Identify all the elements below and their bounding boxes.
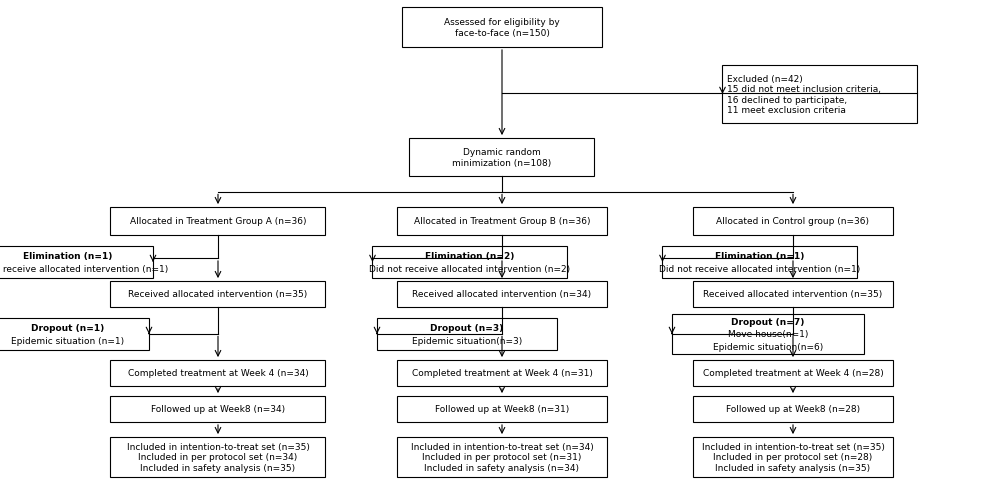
Bar [396, 208, 607, 236]
Text: Followed up at Week8 (n=34): Followed up at Week8 (n=34) [150, 405, 285, 414]
Bar [0, 246, 152, 278]
Text: Move house(n=1): Move house(n=1) [727, 330, 807, 339]
Bar [692, 360, 892, 386]
Text: Received allocated intervention (n=35): Received allocated intervention (n=35) [128, 290, 307, 299]
Text: Completed treatment at Week 4 (n=31): Completed treatment at Week 4 (n=31) [411, 369, 592, 378]
Text: Received allocated intervention (n=34): Received allocated intervention (n=34) [412, 290, 591, 299]
Bar [396, 396, 607, 422]
Text: Excluded (n=42)
15 did not meet inclusion criteria,
16 declined to participate,
: Excluded (n=42) 15 did not meet inclusio… [727, 75, 881, 115]
Bar [722, 66, 917, 124]
Text: Included in intention-to-treat set (n=35)
Included in per protocol set (n=28)
In: Included in intention-to-treat set (n=35… [701, 442, 884, 472]
Text: Dropout (n=3): Dropout (n=3) [430, 323, 504, 332]
Text: Elimination (n=1): Elimination (n=1) [23, 251, 112, 260]
Text: Allocated in Treatment Group B (n=36): Allocated in Treatment Group B (n=36) [413, 217, 590, 226]
Bar [372, 246, 567, 278]
Text: Included in intention-to-treat set (n=35)
Included in per protocol set (n=34)
In: Included in intention-to-treat set (n=35… [126, 442, 309, 472]
Bar [110, 208, 325, 236]
Text: Epidemic situation (n=1): Epidemic situation (n=1) [11, 337, 124, 346]
Bar [692, 396, 892, 422]
Text: Included in intention-to-treat set (n=34)
Included in per protocol set (n=31)
In: Included in intention-to-treat set (n=34… [410, 442, 593, 472]
Text: Did not receive allocated intervention (n=2): Did not receive allocated intervention (… [369, 265, 570, 274]
Bar [396, 437, 607, 477]
Bar [376, 318, 557, 350]
Bar [110, 437, 325, 477]
Text: Allocated in Treatment Group A (n=36): Allocated in Treatment Group A (n=36) [129, 217, 306, 226]
Bar [692, 208, 892, 236]
Bar [692, 437, 892, 477]
Bar [110, 281, 325, 307]
Text: Received allocated intervention (n=35): Received allocated intervention (n=35) [703, 290, 882, 299]
Text: Dynamic random
minimization (n=108): Dynamic random minimization (n=108) [452, 148, 551, 167]
Text: Epidemic situation(n=6): Epidemic situation(n=6) [712, 342, 822, 351]
Text: Elimination (n=1): Elimination (n=1) [714, 251, 803, 260]
Text: Assessed for eligibility by
face-to-face (n=150): Assessed for eligibility by face-to-face… [443, 18, 560, 38]
Bar [401, 8, 602, 48]
Text: Elimination (n=2): Elimination (n=2) [425, 251, 515, 260]
Text: Followed up at Week8 (n=31): Followed up at Week8 (n=31) [434, 405, 569, 414]
Bar [110, 360, 325, 386]
Bar [396, 281, 607, 307]
Text: Allocated in Control group (n=36): Allocated in Control group (n=36) [716, 217, 869, 226]
Text: Completed treatment at Week 4 (n=28): Completed treatment at Week 4 (n=28) [702, 369, 883, 378]
Bar [662, 246, 857, 278]
Text: Did not receive allocated intervention (n=1): Did not receive allocated intervention (… [0, 265, 169, 274]
Text: Completed treatment at Week 4 (n=34): Completed treatment at Week 4 (n=34) [127, 369, 308, 378]
Text: Did not receive allocated intervention (n=1): Did not receive allocated intervention (… [659, 265, 860, 274]
Bar [409, 139, 594, 177]
Bar [671, 314, 864, 354]
Text: Followed up at Week8 (n=28): Followed up at Week8 (n=28) [725, 405, 860, 414]
Bar [0, 318, 148, 350]
Bar [396, 360, 607, 386]
Bar [110, 396, 325, 422]
Text: Dropout (n=7): Dropout (n=7) [730, 318, 803, 327]
Text: Epidemic situation(n=3): Epidemic situation(n=3) [411, 337, 522, 346]
Text: Dropout (n=1): Dropout (n=1) [31, 323, 104, 332]
Bar [692, 281, 892, 307]
